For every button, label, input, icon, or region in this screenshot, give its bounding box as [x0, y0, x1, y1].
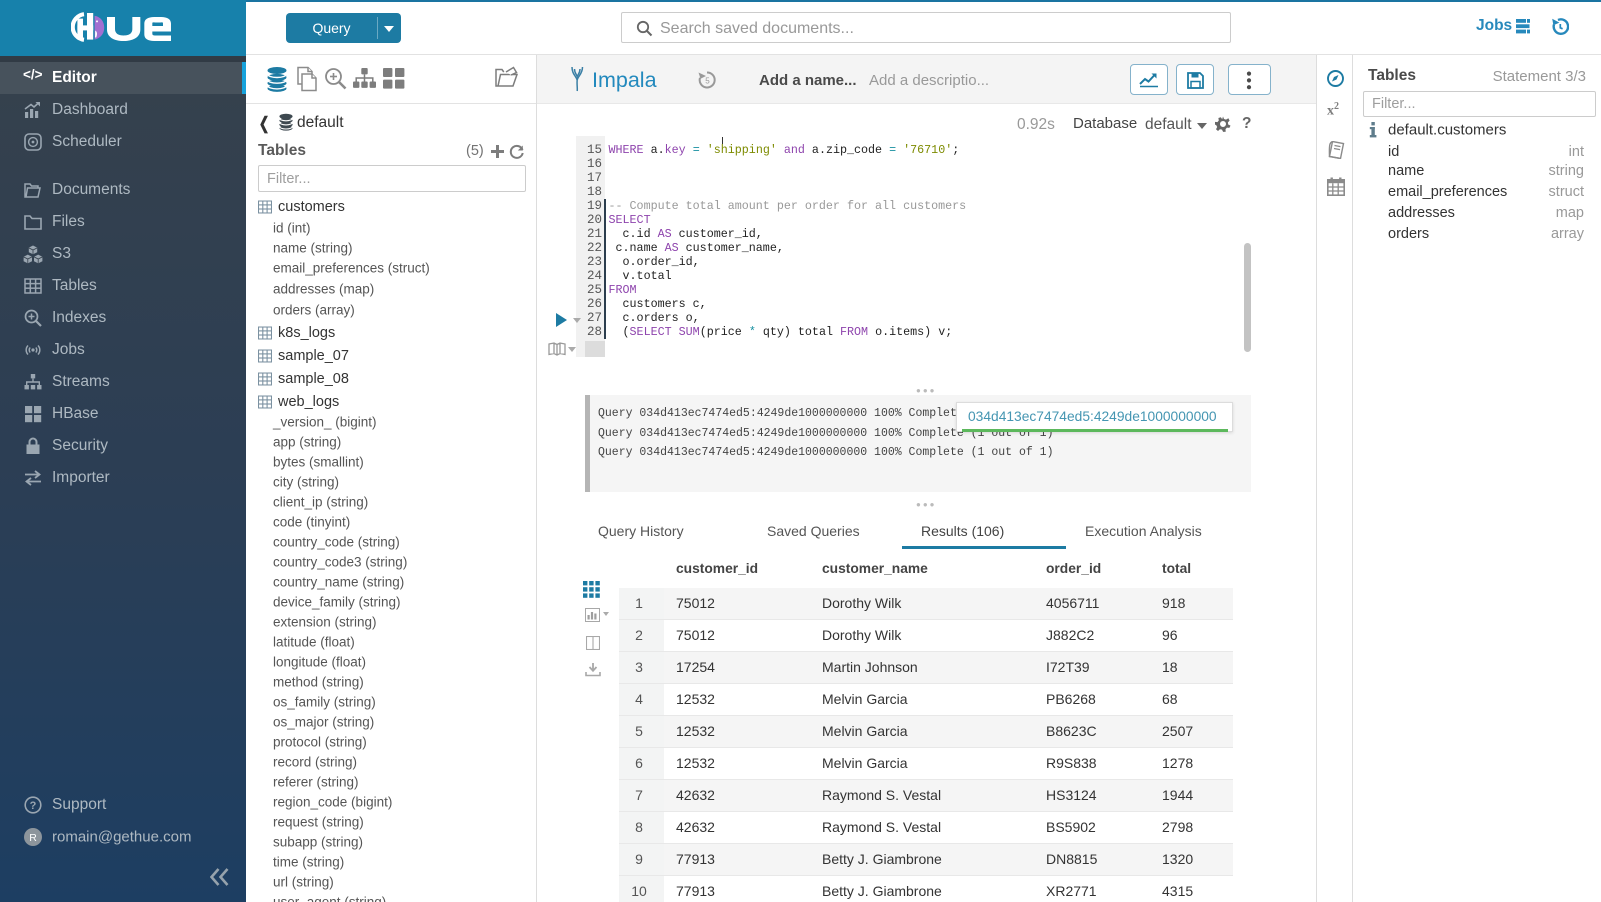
svg-text:?: ?: [30, 800, 37, 812]
svg-text:R: R: [29, 832, 37, 844]
svg-text:5: 5: [705, 77, 710, 86]
